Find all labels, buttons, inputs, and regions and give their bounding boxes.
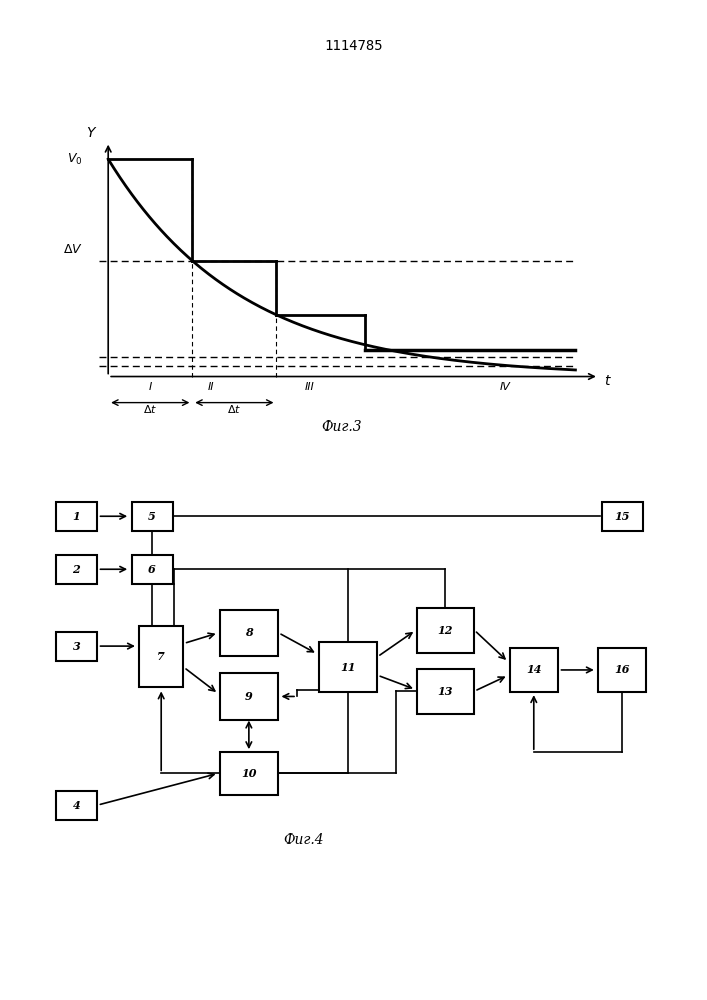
FancyBboxPatch shape (220, 610, 278, 656)
Text: 16: 16 (614, 664, 630, 675)
Text: 14: 14 (526, 664, 542, 675)
Text: 6: 6 (148, 564, 156, 575)
Text: $\Delta V$: $\Delta V$ (63, 243, 83, 256)
Text: $V_0$: $V_0$ (67, 152, 83, 167)
FancyBboxPatch shape (56, 502, 97, 531)
FancyBboxPatch shape (417, 669, 474, 714)
Text: III: III (304, 382, 314, 392)
Text: $t$: $t$ (604, 374, 612, 388)
Text: Фиг.4: Фиг.4 (284, 833, 325, 847)
FancyBboxPatch shape (220, 752, 278, 794)
Text: 12: 12 (438, 625, 453, 636)
Text: 8: 8 (245, 627, 252, 638)
FancyBboxPatch shape (510, 648, 558, 692)
Text: $\Delta t$: $\Delta t$ (143, 403, 158, 415)
FancyBboxPatch shape (598, 648, 646, 692)
Text: $\Delta t$: $\Delta t$ (227, 403, 242, 415)
Text: $Y$: $Y$ (86, 126, 98, 140)
FancyBboxPatch shape (220, 673, 278, 720)
Text: 1: 1 (73, 511, 80, 522)
Text: 10: 10 (241, 768, 257, 779)
FancyBboxPatch shape (139, 626, 183, 687)
Text: 15: 15 (614, 511, 630, 522)
Text: II: II (208, 382, 214, 392)
Text: Фиг.3: Фиг.3 (322, 420, 362, 434)
FancyBboxPatch shape (602, 502, 643, 531)
Text: 9: 9 (245, 691, 252, 702)
FancyBboxPatch shape (56, 632, 97, 661)
FancyBboxPatch shape (132, 502, 173, 531)
Text: 7: 7 (158, 651, 165, 662)
FancyBboxPatch shape (132, 555, 173, 584)
Text: 3: 3 (73, 641, 80, 652)
Text: 2: 2 (73, 564, 80, 575)
Text: IV: IV (500, 382, 510, 392)
Text: 5: 5 (148, 511, 156, 522)
FancyBboxPatch shape (417, 608, 474, 653)
Text: 11: 11 (340, 662, 356, 673)
Text: 4: 4 (73, 800, 80, 811)
Text: 13: 13 (438, 686, 453, 697)
Text: I: I (148, 382, 152, 392)
Text: 1114785: 1114785 (325, 39, 382, 53)
FancyBboxPatch shape (56, 555, 97, 584)
FancyBboxPatch shape (56, 791, 97, 820)
FancyBboxPatch shape (319, 642, 377, 692)
